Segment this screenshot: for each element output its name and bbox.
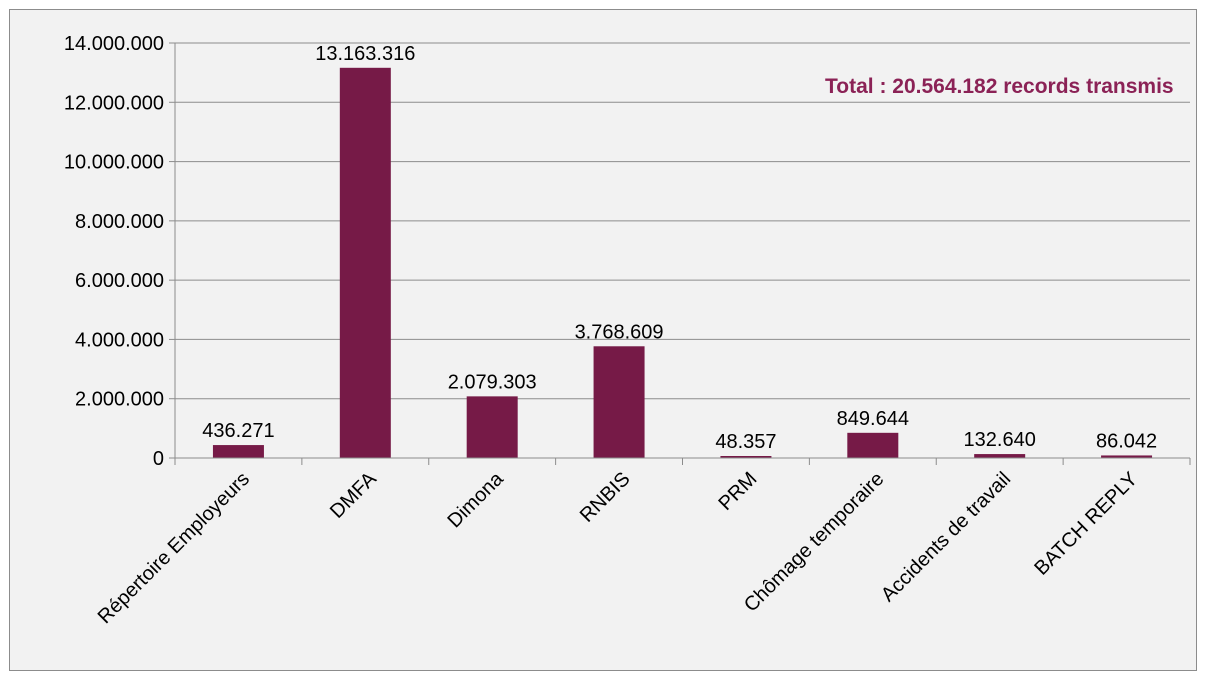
- category-label: Accidents de travail: [877, 468, 1015, 606]
- bar: [1101, 455, 1153, 458]
- y-tick-label: 2.000.000: [75, 389, 164, 411]
- y-tick-label: 14.000.000: [64, 33, 164, 55]
- data-label: 86.042: [1096, 430, 1157, 452]
- category-label: PRM: [714, 468, 761, 515]
- y-tick-label: 0: [153, 448, 164, 470]
- y-tick-label: 6.000.000: [75, 270, 164, 292]
- y-tick-label: 10.000.000: [64, 152, 164, 174]
- y-tick-label: 4.000.000: [75, 329, 164, 351]
- data-label: 13.163.316: [315, 43, 415, 65]
- category-label: DMFA: [326, 468, 381, 523]
- bar: [974, 454, 1026, 458]
- data-label: 436.271: [202, 420, 274, 442]
- labels: 436.271 Répertoire Employeurs 13.163.316 DM…: [94, 43, 1157, 628]
- data-label: 2.079.303: [448, 371, 537, 393]
- bar: [847, 432, 899, 458]
- bar: [720, 456, 772, 458]
- bar: [212, 445, 264, 458]
- bar: [339, 67, 391, 459]
- data-label: 849.644: [837, 408, 909, 430]
- bar: [593, 346, 645, 458]
- category-label: BATCH REPLY: [1030, 468, 1142, 580]
- y-tick-label: 8.000.000: [75, 211, 164, 233]
- chart-frame: [9, 9, 1197, 671]
- data-label: 48.357: [715, 431, 776, 453]
- y-tick-label: 12.000.000: [64, 92, 164, 114]
- total-annotation: Total : 20.564.182 records transmis: [825, 75, 1174, 98]
- bars: [212, 67, 1153, 459]
- category-label: Chômage temporaire: [740, 468, 888, 616]
- category-label: RNBIS: [576, 468, 635, 527]
- data-label: 132.640: [964, 429, 1036, 451]
- bar: [466, 396, 518, 458]
- data-label: 3.768.609: [575, 321, 664, 343]
- category-label: Dimona: [443, 467, 508, 532]
- axes: 0 2.000.000 4.000.000 6.000.000 8.000.000 10.…: [64, 33, 1191, 470]
- category-label: Répertoire Employeurs: [94, 468, 254, 628]
